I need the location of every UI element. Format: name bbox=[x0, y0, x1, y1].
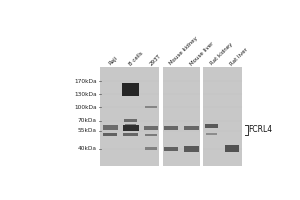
Text: B cells: B cells bbox=[128, 50, 144, 66]
Text: Rat kidney: Rat kidney bbox=[209, 42, 234, 66]
Bar bbox=[159, 67, 163, 166]
Bar bbox=[184, 126, 199, 130]
Text: Mouse liver: Mouse liver bbox=[189, 41, 215, 66]
Bar bbox=[100, 67, 161, 166]
Bar bbox=[206, 133, 217, 135]
Bar bbox=[103, 133, 118, 136]
Bar bbox=[123, 133, 138, 136]
Bar bbox=[205, 124, 218, 128]
Text: 40kDa: 40kDa bbox=[78, 146, 97, 151]
Text: Raji: Raji bbox=[108, 56, 119, 66]
Bar bbox=[161, 67, 202, 166]
Bar bbox=[145, 147, 157, 150]
Bar bbox=[225, 145, 239, 152]
Text: Mouse kidney: Mouse kidney bbox=[169, 36, 199, 66]
Bar bbox=[164, 147, 178, 151]
Bar bbox=[144, 126, 158, 130]
Text: Rat liver: Rat liver bbox=[230, 47, 249, 66]
Bar bbox=[123, 125, 139, 131]
Bar bbox=[103, 125, 118, 130]
Bar bbox=[124, 119, 137, 122]
Text: 55kDa: 55kDa bbox=[78, 128, 97, 133]
Text: 130kDa: 130kDa bbox=[74, 92, 97, 97]
Bar bbox=[125, 124, 136, 126]
Text: 170kDa: 170kDa bbox=[74, 79, 97, 84]
Text: 100kDa: 100kDa bbox=[74, 105, 97, 110]
Text: 70kDa: 70kDa bbox=[78, 118, 97, 123]
Bar bbox=[200, 67, 203, 166]
Bar bbox=[164, 126, 178, 130]
Bar bbox=[184, 146, 199, 152]
Text: FCRL4: FCRL4 bbox=[249, 125, 273, 134]
Text: 293T: 293T bbox=[148, 53, 162, 66]
Bar bbox=[122, 83, 139, 96]
Bar bbox=[202, 67, 242, 166]
Bar bbox=[145, 106, 157, 108]
Bar bbox=[145, 134, 157, 136]
